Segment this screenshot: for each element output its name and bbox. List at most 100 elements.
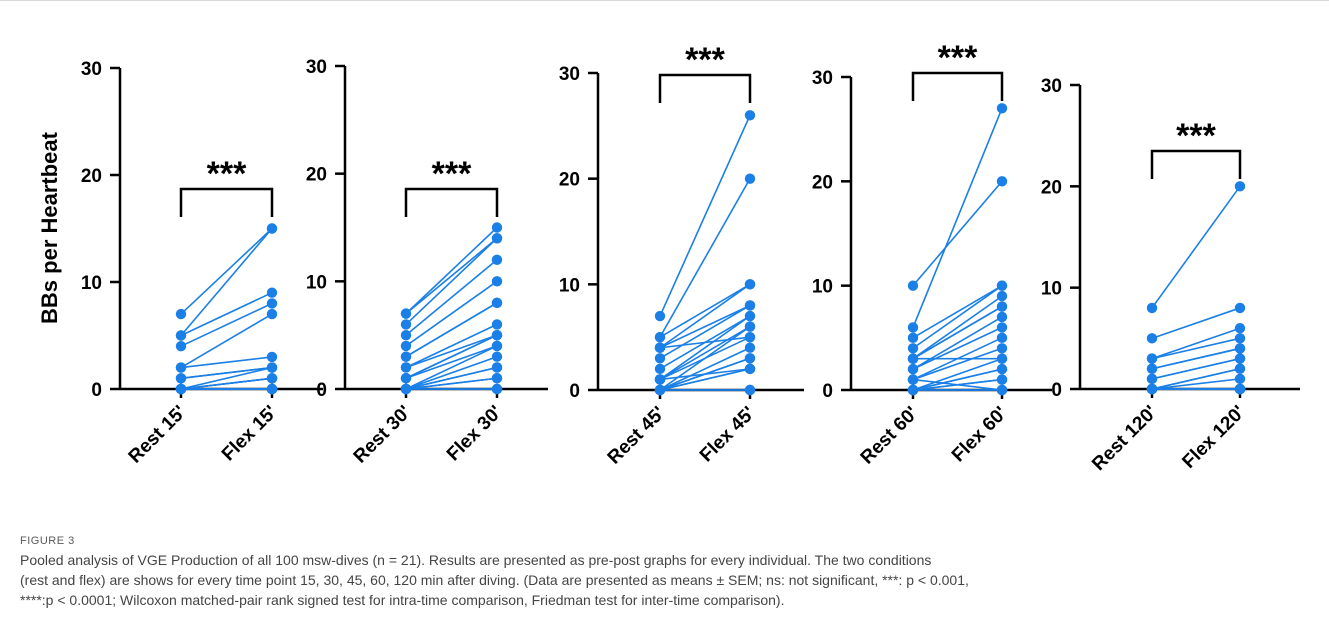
significance-bracket — [1150, 149, 1242, 179]
data-point-flex — [266, 287, 278, 298]
series-line — [659, 283, 751, 338]
series-line — [912, 305, 1003, 360]
x-category-label: Rest 120' — [1088, 402, 1161, 475]
series-line — [180, 227, 273, 337]
data-point-flex — [744, 342, 756, 353]
data-point-rest — [907, 374, 919, 385]
data-point-flex — [1234, 363, 1246, 374]
x-category-label: Rest 15' — [125, 402, 191, 468]
data-point-flex — [491, 362, 503, 373]
series-line — [912, 285, 1003, 349]
y-tick-label: 20 — [306, 165, 327, 186]
data-point-flex — [266, 223, 278, 234]
y-tick-label: 10 — [559, 275, 580, 296]
series-line — [912, 378, 1003, 391]
data-point-rest — [400, 351, 412, 362]
series-line — [405, 259, 498, 336]
data-point-rest — [907, 280, 919, 291]
significance-label: *** — [938, 39, 978, 77]
data-point-flex — [744, 310, 756, 322]
series-line — [405, 345, 498, 390]
series-line — [405, 323, 498, 369]
data-point-rest — [175, 330, 187, 341]
data-point-flex — [744, 110, 756, 121]
chart-figure: BBs per Heartbeat 0 10 20 30 Rest 15' Flex 15'… — [37, 39, 1300, 475]
y-tick-label: 30 — [81, 59, 102, 80]
data-point-rest — [400, 373, 412, 384]
figure-label: FIGURE 3 — [20, 535, 75, 547]
data-point-rest — [175, 383, 187, 395]
data-point-rest — [175, 308, 187, 320]
data-point-rest — [1146, 383, 1158, 395]
data-point-rest — [907, 332, 919, 344]
y-tick-label: 30 — [1041, 76, 1062, 97]
data-point-flex — [996, 311, 1008, 323]
data-point-rest — [1146, 353, 1158, 364]
series-line — [180, 366, 273, 380]
series-line — [659, 304, 751, 359]
data-point-flex — [491, 254, 503, 265]
data-point-flex — [266, 362, 278, 373]
y-axis-label: BBs per Heartbeat — [37, 131, 62, 324]
series-line — [1151, 337, 1241, 360]
data-point-rest — [1146, 363, 1158, 374]
series-line — [912, 107, 1003, 328]
y-tick-label: 30 — [306, 57, 327, 78]
data-point-flex — [266, 308, 278, 320]
series-line — [912, 295, 1003, 360]
series-line — [659, 178, 751, 338]
data-point-flex — [744, 353, 756, 364]
series-line — [405, 237, 498, 315]
data-point-rest — [907, 343, 919, 354]
data-point-flex — [744, 384, 756, 396]
data-point-rest — [175, 373, 187, 384]
series-line — [180, 366, 273, 390]
data-point-rest — [400, 362, 412, 373]
data-point-flex — [744, 363, 756, 375]
series-line — [405, 345, 498, 379]
panel-5: 0 10 20 30 Rest 120' Flex 120' *** — [1041, 76, 1300, 475]
series-line — [1151, 378, 1241, 390]
significance-bracket — [911, 71, 1004, 101]
y-tick-label: 20 — [1041, 177, 1062, 198]
significance-bracket — [404, 187, 499, 217]
series-line — [405, 355, 498, 390]
series-line — [180, 313, 273, 369]
series-line — [659, 347, 751, 391]
series-line — [659, 283, 751, 349]
x-category-label: Rest 60' — [857, 403, 923, 469]
data-point-flex — [266, 298, 278, 309]
data-point-rest — [654, 374, 666, 385]
data-point-rest — [175, 341, 187, 352]
data-point-flex — [996, 290, 1008, 302]
data-point-rest — [400, 319, 412, 330]
y-tick-label: 20 — [81, 166, 102, 187]
y-tick-label: 10 — [81, 273, 102, 294]
data-point-rest — [1146, 302, 1158, 314]
series-line — [912, 180, 1003, 287]
data-point-flex — [744, 279, 756, 290]
series-line — [180, 377, 273, 390]
data-point-flex — [491, 351, 503, 362]
data-point-flex — [744, 173, 756, 184]
y-tick-label: 10 — [1041, 279, 1062, 300]
series-line — [1151, 357, 1241, 380]
series-line — [180, 291, 273, 337]
data-point-flex — [996, 384, 1008, 396]
data-point-flex — [1234, 353, 1246, 364]
series-line — [912, 284, 1003, 339]
series-line — [1151, 185, 1241, 309]
data-point-rest — [654, 342, 666, 353]
series-line — [659, 114, 751, 317]
significance-bracket — [179, 187, 274, 217]
x-category-label: Flex 30' — [443, 402, 507, 466]
data-point-rest — [175, 362, 187, 373]
data-point-rest — [654, 353, 666, 364]
data-point-flex — [744, 300, 756, 311]
series-line — [659, 336, 751, 349]
data-point-flex — [996, 301, 1008, 312]
data-point-rest — [400, 329, 412, 341]
significance-label: *** — [432, 155, 472, 193]
data-point-flex — [1234, 302, 1246, 314]
data-point-flex — [996, 176, 1008, 187]
